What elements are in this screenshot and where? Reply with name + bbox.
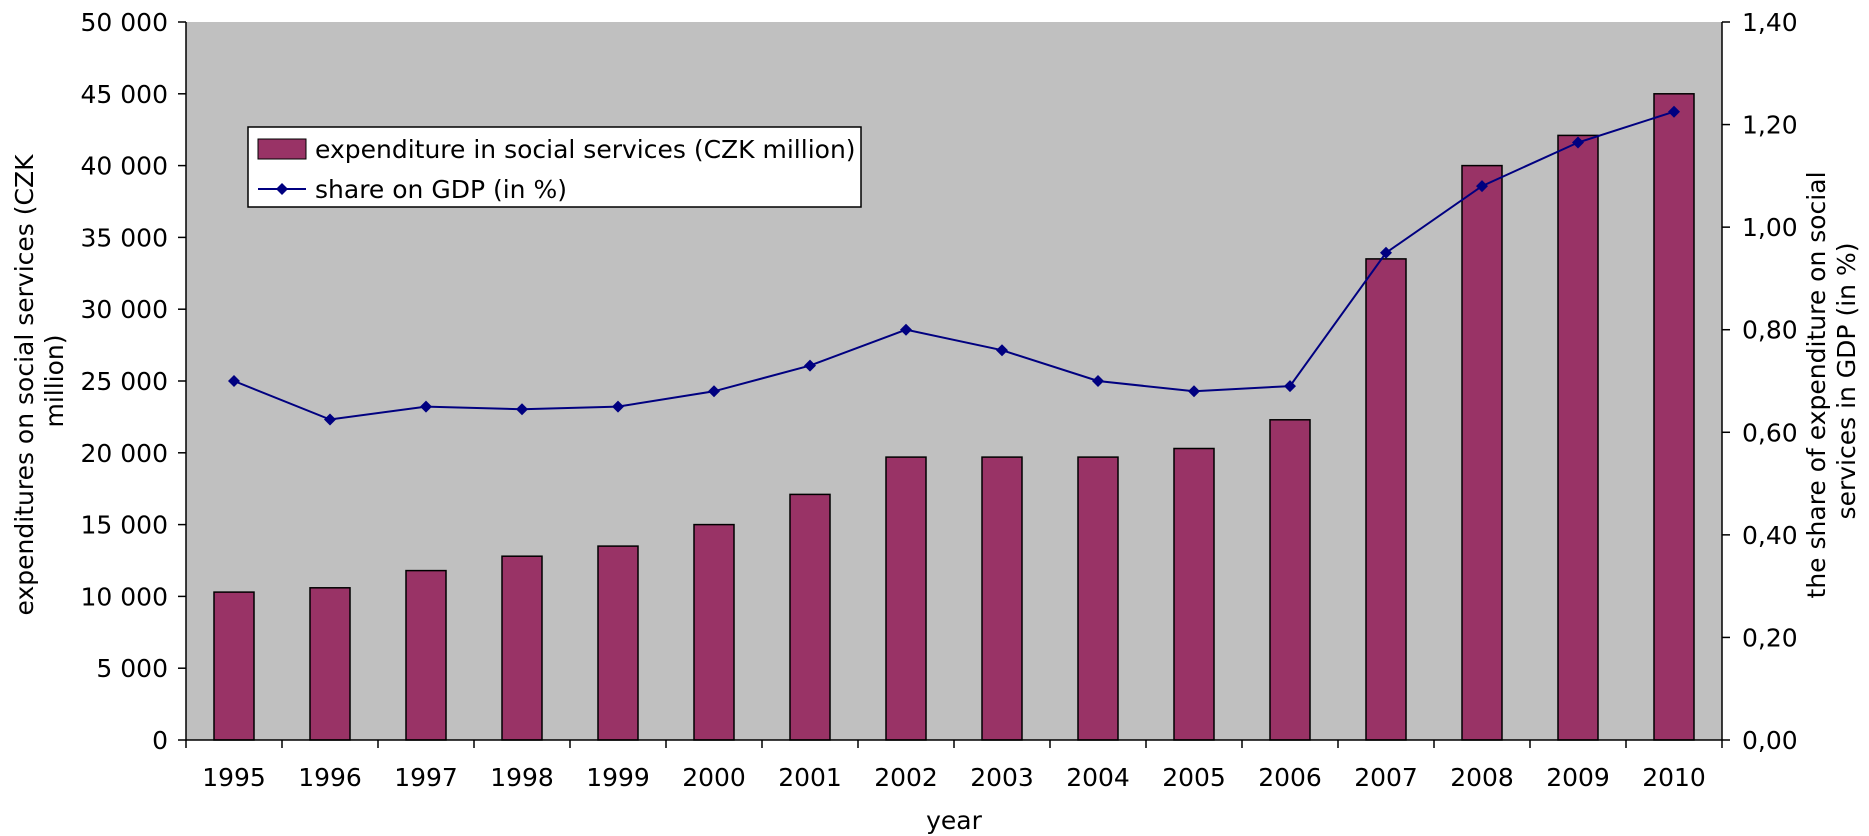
x-tick-label: 2002 [874,763,938,792]
point-2001 [804,359,816,372]
right-tick-label: 1,00 [1742,213,1798,242]
x-tick-label: 1995 [202,763,266,792]
left-y-axis-title: expenditures on social services (CZK mil… [10,147,69,616]
left-y-axis-title-line-2: million) [40,334,69,427]
bar-2005 [1173,447,1215,741]
bar-1997 [405,569,447,741]
x-axis-title: year [926,806,982,835]
legend-box [247,126,862,208]
point-2000 [708,385,720,398]
right-tick-label: 1,20 [1742,111,1798,140]
x-tick-label: 2005 [1162,763,1226,792]
legend-line-label: share on GDP (in %) [315,175,567,204]
bar-1998 [501,555,543,741]
left-tick-label: 50 000 [81,8,168,37]
right-tick-label: 0,20 [1742,623,1798,652]
x-tick-label: 2009 [1546,763,1610,792]
right-y-axis-title-line-1: the share of expenditure on social [1802,171,1831,598]
x-tick-label: 2008 [1450,763,1514,792]
point-2003 [996,344,1008,357]
bar-2000 [693,523,735,741]
right-y-axis: 0,00 0,20 0,40 0,60 0,80 1,00 1,20 1,40 [1721,8,1798,755]
right-tick-label: 1,40 [1742,8,1798,37]
point-2010 [1668,105,1680,118]
right-tick-label: 0,40 [1742,521,1798,550]
point-1998 [516,403,528,416]
left-y-axis: 0 5 000 10 000 15 000 20 000 25 000 30 000 35 0… [81,8,187,755]
left-tick-label: 35 000 [81,223,168,252]
point-2005 [1188,385,1200,398]
left-tick-label: 45 000 [81,80,168,109]
x-tick-label: 2010 [1642,763,1706,792]
x-axis: 1995 1996 1997 1998 1999 2000 2001 2002 2003 2004… [185,739,1723,792]
bar-1996 [309,587,351,741]
bar-2001 [789,493,831,741]
left-y-axis-title-line-1: expenditures on social services (CZK [10,154,39,616]
point-2006 [1284,380,1296,393]
line-series [228,105,1680,426]
x-tick-label: 2007 [1354,763,1418,792]
x-tick-label: 1998 [490,763,554,792]
left-tick-label: 10 000 [81,582,168,611]
bar-2006 [1269,419,1311,741]
left-tick-label: 40 000 [81,152,168,181]
x-tick-label: 1999 [586,763,650,792]
legend-bar-swatch [257,138,307,160]
point-2004 [1092,375,1104,387]
bar-1999 [597,545,639,741]
point-1999 [612,400,624,413]
x-tick-label: 1997 [394,763,458,792]
bar-2009 [1557,134,1599,741]
legend-diamond-marker-icon [276,183,288,195]
left-tick-label: 15 000 [81,511,168,540]
point-2008 [1476,180,1488,193]
bar-2002 [885,456,927,741]
left-tick-label: 5 000 [96,654,168,683]
legend-bar-label: expenditure in social services (CZK mill… [315,135,856,164]
x-tick-label: 2006 [1258,763,1322,792]
right-tick-label: 0,60 [1742,418,1798,447]
x-tick-label: 1996 [298,763,362,792]
point-2002 [900,323,912,336]
bar-2008 [1461,164,1503,741]
point-2009 [1572,136,1584,149]
bar-2004 [1077,456,1119,741]
share-line [233,110,1675,421]
point-2007 [1380,246,1392,259]
x-tick-label: 2003 [970,763,1034,792]
right-y-axis-title-line-2: services in GDP (in %) [1832,243,1861,520]
right-y-axis-title: the share of expenditure on social servi… [1802,164,1861,599]
x-tick-label: 2001 [778,763,842,792]
bar-series [213,93,1695,741]
bar-2003 [981,456,1023,741]
legend: expenditure in social services (CZK mill… [247,126,862,208]
point-1996 [324,413,336,426]
point-1995 [228,375,240,387]
point-1997 [420,400,432,413]
x-tick-label: 2004 [1066,763,1130,792]
left-tick-label: 20 000 [81,439,168,468]
right-tick-label: 0,00 [1742,726,1798,755]
left-tick-label: 0 [152,726,168,755]
x-tick-label: 2000 [682,763,746,792]
bar-2010 [1653,93,1695,741]
bar-1995 [213,591,255,741]
right-tick-label: 0,80 [1742,316,1798,345]
bar-2007 [1365,258,1407,741]
left-tick-label: 30 000 [81,295,168,324]
left-tick-label: 25 000 [81,367,168,396]
